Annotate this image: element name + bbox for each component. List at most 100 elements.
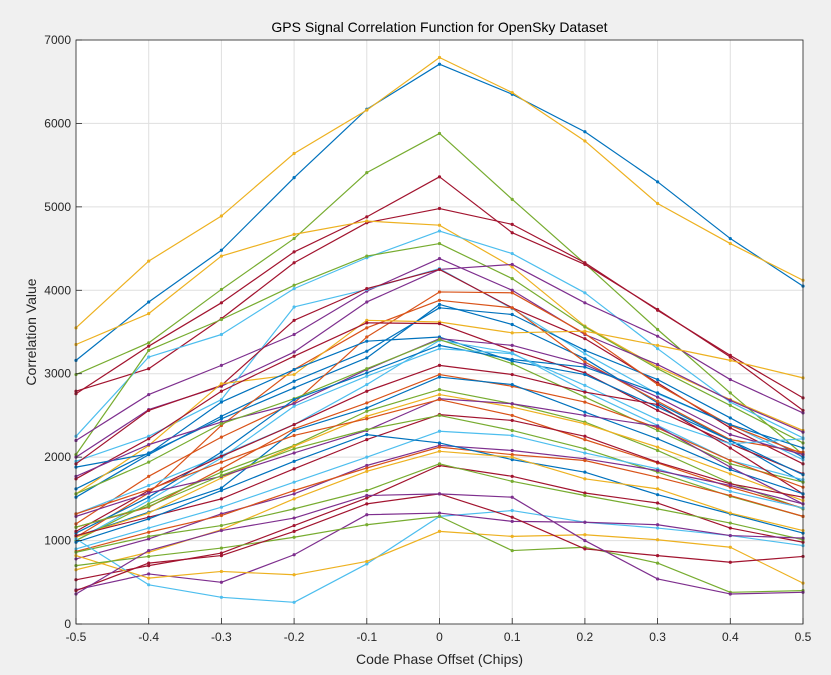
data-point <box>365 401 369 405</box>
data-point <box>147 572 151 576</box>
data-point <box>292 236 296 241</box>
data-point <box>292 386 296 390</box>
data-point <box>292 402 296 406</box>
data-point <box>292 176 296 180</box>
data-point <box>728 592 732 596</box>
data-point <box>365 254 369 258</box>
data-point <box>656 428 660 433</box>
data-point <box>437 372 442 377</box>
data-point <box>147 498 151 503</box>
data-point <box>365 339 369 343</box>
data-point <box>292 151 296 156</box>
data-point <box>510 433 514 438</box>
data-point <box>437 397 442 402</box>
y-tick-label: 0 <box>64 617 71 631</box>
data-point <box>656 382 660 387</box>
data-point <box>583 477 587 481</box>
data-point <box>728 533 732 538</box>
y-tick-label: 7000 <box>44 33 71 47</box>
data-point <box>147 483 151 488</box>
x-tick-label: 0 <box>436 630 443 644</box>
data-point <box>583 348 587 352</box>
data-point <box>219 301 223 305</box>
data-point <box>292 488 296 493</box>
data-point <box>147 408 151 413</box>
data-point <box>219 400 223 404</box>
data-point <box>656 577 660 581</box>
data-point <box>656 408 660 413</box>
data-point <box>728 493 732 498</box>
data-point <box>437 529 442 533</box>
data-point <box>437 55 442 60</box>
data-point <box>292 287 296 291</box>
data-point <box>656 493 660 497</box>
data-point <box>583 470 587 474</box>
data-point <box>147 564 151 568</box>
data-point <box>583 451 587 455</box>
data-point <box>656 405 660 409</box>
data-point <box>147 504 151 508</box>
data-point <box>292 553 296 557</box>
data-point <box>510 348 514 352</box>
data-point <box>219 551 223 555</box>
data-point <box>365 493 369 498</box>
data-point <box>656 201 660 206</box>
data-point <box>583 395 587 399</box>
data-point <box>583 413 587 418</box>
data-point <box>147 392 151 397</box>
data-point <box>292 250 296 254</box>
data-point <box>147 355 151 359</box>
series-group <box>74 55 805 330</box>
data-point <box>510 515 514 519</box>
data-point <box>365 287 369 291</box>
data-point <box>365 496 369 500</box>
data-point <box>219 460 223 464</box>
data-point <box>365 463 369 468</box>
data-point <box>656 553 660 558</box>
x-tick-label: -0.2 <box>284 630 305 644</box>
data-point <box>510 508 514 513</box>
data-point <box>656 362 660 367</box>
data-point <box>583 547 587 551</box>
data-point <box>656 377 660 382</box>
data-point <box>656 308 660 312</box>
data-point <box>510 534 514 539</box>
data-point <box>583 434 587 438</box>
data-point <box>728 403 732 408</box>
data-point <box>583 130 587 134</box>
data-point <box>292 529 296 533</box>
data-point <box>292 516 296 520</box>
data-point <box>583 352 587 356</box>
data-point <box>147 554 151 559</box>
data-point <box>147 495 151 499</box>
data-point <box>147 460 151 464</box>
data-point <box>728 391 732 395</box>
data-point <box>728 446 732 450</box>
data-point <box>219 528 223 533</box>
data-point <box>219 450 223 454</box>
data-point <box>437 462 442 466</box>
chart-title: GPS Signal Correlation Function for Open… <box>271 19 607 35</box>
data-point <box>510 291 514 295</box>
series-group <box>74 492 805 596</box>
data-point <box>365 371 369 375</box>
data-point <box>147 300 151 304</box>
data-point <box>437 223 442 227</box>
data-point <box>583 365 587 369</box>
data-point <box>147 437 151 441</box>
data-point <box>365 513 369 517</box>
data-point <box>147 530 151 534</box>
data-point <box>219 473 223 478</box>
data-point <box>292 404 296 408</box>
data-point <box>656 526 660 530</box>
data-point <box>292 423 296 427</box>
data-point <box>728 483 732 488</box>
series-group <box>74 363 805 533</box>
data-point <box>656 424 660 428</box>
data-point <box>728 353 732 357</box>
data-point <box>510 413 514 418</box>
data-point <box>583 520 587 524</box>
data-point <box>437 241 442 246</box>
data-point <box>219 486 223 490</box>
data-point <box>147 452 151 456</box>
